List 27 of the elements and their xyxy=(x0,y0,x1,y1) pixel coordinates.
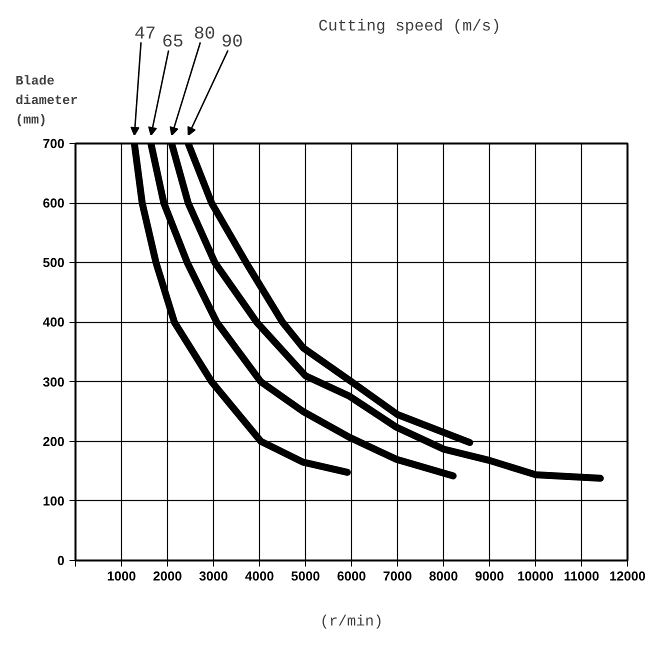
x-tick-label: 1000 xyxy=(107,568,136,584)
x-tick-label: 10000 xyxy=(517,568,554,584)
x-tick-label: 7000 xyxy=(383,568,412,584)
y-tick-label: 200 xyxy=(42,434,65,449)
y-tick-label: 500 xyxy=(42,255,65,270)
y-axis-title: Blade diameter (mm) xyxy=(16,73,78,128)
text: 65 xyxy=(162,32,184,52)
y-tick-label: 300 xyxy=(42,374,65,390)
y-tick-label: 700 xyxy=(42,136,65,151)
y-tick-label: 0 xyxy=(57,553,65,568)
x-tick-label: 4000 xyxy=(245,568,274,584)
x-tick-label: 3000 xyxy=(199,568,228,584)
text: 80 xyxy=(194,24,216,44)
x-tick-label: 5000 xyxy=(291,568,320,584)
x-tick-label: 12000 xyxy=(609,568,646,584)
y-tick-label: 600 xyxy=(42,196,65,211)
text: 47 xyxy=(134,24,156,44)
y-tick-label: 400 xyxy=(42,314,65,330)
x-axis-title: (r/min) xyxy=(320,614,384,630)
x-tick-label: 2000 xyxy=(153,568,182,584)
legend-title: Cutting speed (m/s) xyxy=(318,18,501,36)
y-tick-label: 100 xyxy=(42,493,65,508)
x-tick-label: 8000 xyxy=(429,568,458,584)
x-tick-label: 11000 xyxy=(564,568,600,584)
x-tick-label: 9000 xyxy=(475,568,504,584)
x-tick-label: 6000 xyxy=(337,568,366,584)
text: 90 xyxy=(221,32,243,52)
